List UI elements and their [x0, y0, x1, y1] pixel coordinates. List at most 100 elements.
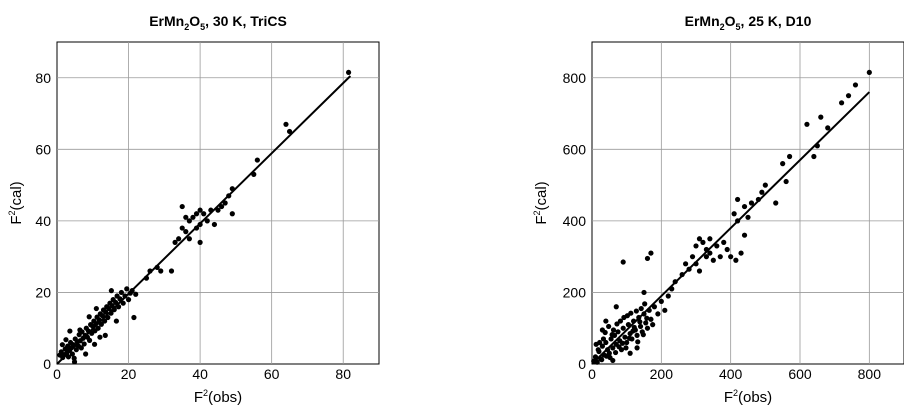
data-point — [222, 200, 228, 206]
y-tick-label: 40 — [35, 213, 51, 229]
data-point — [735, 218, 741, 224]
data-point — [208, 207, 214, 213]
data-point — [693, 261, 699, 267]
data-point — [108, 310, 114, 316]
data-point — [93, 320, 99, 327]
data-point — [122, 293, 128, 299]
data-point — [69, 351, 75, 357]
data-point — [748, 200, 755, 206]
data-point — [658, 298, 664, 304]
y-tick-label: 60 — [35, 141, 51, 157]
data-point — [619, 340, 626, 346]
data-point — [665, 293, 671, 299]
data-point — [124, 286, 130, 292]
data-point — [186, 236, 192, 242]
data-point — [603, 318, 609, 324]
data-point — [602, 329, 608, 336]
data-point — [168, 268, 175, 274]
data-point — [648, 250, 654, 256]
data-point — [689, 254, 696, 260]
data-point — [852, 82, 859, 88]
data-points — [591, 69, 872, 365]
data-point — [606, 323, 612, 330]
data-point — [731, 211, 737, 217]
data-point — [693, 243, 699, 249]
data-point — [67, 328, 73, 334]
x-tick-label: 0 — [588, 366, 596, 382]
data-points — [57, 69, 352, 365]
data-point — [113, 299, 119, 306]
data-point — [814, 143, 820, 149]
data-point — [638, 305, 644, 312]
data-point — [641, 289, 647, 296]
data-point — [655, 311, 661, 317]
data-point — [635, 339, 641, 345]
data-point — [622, 334, 628, 340]
data-point — [609, 332, 615, 338]
data-point — [176, 236, 182, 242]
x-tick-label: 60 — [264, 366, 280, 382]
data-point — [125, 297, 132, 303]
data-point — [115, 304, 122, 310]
data-point — [99, 313, 106, 319]
data-point — [669, 286, 675, 292]
data-point — [226, 193, 232, 199]
data-point — [254, 157, 260, 163]
data-point — [77, 327, 83, 333]
data-point — [143, 275, 150, 281]
data-point — [640, 332, 646, 338]
x-tick-label: 400 — [719, 366, 743, 382]
data-point — [103, 309, 109, 315]
chart-title: ErMn2O5, 25 K, D10 — [685, 13, 812, 32]
data-point — [811, 153, 817, 160]
data-point — [186, 218, 192, 224]
data-point — [108, 288, 114, 294]
data-point — [745, 214, 751, 220]
y-tick-label: 20 — [35, 284, 51, 300]
x-tick-label: 40 — [192, 366, 208, 382]
data-point — [679, 271, 685, 278]
data-point — [95, 325, 101, 331]
data-point — [623, 345, 629, 351]
data-point — [283, 121, 289, 127]
data-point — [728, 254, 734, 260]
data-point — [597, 339, 603, 346]
data-point — [211, 221, 218, 228]
data-point — [741, 203, 748, 210]
data-point — [59, 342, 65, 348]
data-point — [735, 196, 741, 203]
data-point — [696, 236, 703, 242]
data-point — [624, 339, 630, 346]
data-point — [733, 257, 739, 263]
data-point — [625, 322, 632, 328]
data-point — [111, 307, 117, 313]
y-tick-label: 0 — [43, 356, 51, 372]
y-tick-label: 600 — [563, 141, 587, 157]
data-point — [615, 329, 621, 335]
data-point — [631, 324, 637, 331]
data-point — [599, 357, 605, 363]
data-point — [197, 221, 203, 228]
data-point — [707, 236, 713, 242]
data-point — [644, 315, 650, 321]
plot-frame — [56, 41, 380, 365]
data-point — [608, 336, 614, 342]
x-tick-label: 80 — [335, 366, 351, 382]
data-point — [641, 311, 647, 317]
data-point — [607, 354, 613, 361]
data-point — [229, 186, 235, 192]
data-point — [594, 359, 600, 365]
x-tick-label: 200 — [650, 366, 674, 382]
data-point — [662, 307, 668, 313]
data-point — [620, 259, 626, 265]
data-point — [650, 322, 656, 328]
data-point — [620, 325, 626, 331]
data-point — [129, 288, 135, 294]
chart-left: ErMn2O5, 30 K, TriCS 0 20 40 60 80020406080 … — [7, 13, 380, 406]
data-point — [614, 321, 620, 327]
data-point — [700, 239, 706, 245]
tick-labels: 0 20 40 60 80 0 20 40 60 80 — [35, 70, 351, 382]
data-point — [179, 203, 185, 210]
data-point — [251, 171, 257, 177]
data-point — [724, 246, 730, 253]
